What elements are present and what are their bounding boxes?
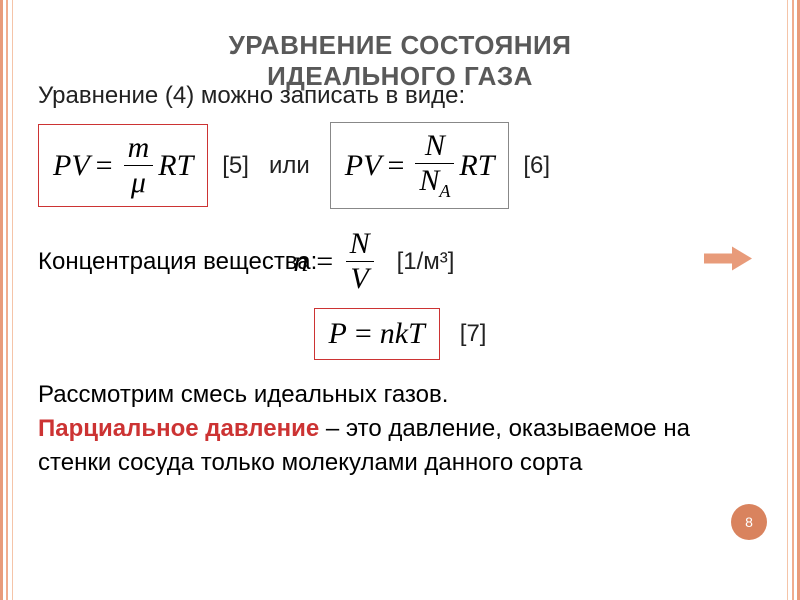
- paragraph: Рассмотрим смесь идеальных газов. Парциа…: [38, 378, 762, 479]
- concentration-eq: n = N V: [293, 229, 378, 294]
- eq6-equals: =: [387, 149, 404, 183]
- eq5-equals: =: [96, 149, 113, 183]
- eq7-tag: [7]: [460, 320, 487, 348]
- equation-7-box: P = nkT: [314, 308, 440, 360]
- conc-fraction: N V: [346, 229, 374, 294]
- equation-7: P = nkT: [329, 317, 425, 351]
- intro-text: Уравнение (4) можно записать в виде:: [38, 82, 762, 110]
- eq7-equals: =: [355, 317, 372, 351]
- eq7-rhs: nkT: [380, 317, 425, 351]
- conc-lhs: n: [293, 245, 308, 279]
- conc-den: V: [346, 264, 372, 294]
- eq6-den-N: N: [419, 164, 439, 197]
- equation-6: PV = N NA RT: [345, 131, 495, 200]
- title-line1: УРАВНЕНИЕ СОСТОЯНИЯ: [229, 30, 572, 60]
- slide-outer-border: УРАВНЕНИЕ СОСТОЯНИЯ ИДЕАЛЬНОГО ГАЗА Урав…: [0, 0, 800, 600]
- eq6-tail: RT: [459, 149, 494, 183]
- eq5-num: m: [124, 133, 154, 163]
- page-number: 8: [745, 514, 753, 530]
- para-pre: Рассмотрим смесь идеальных газов.: [38, 381, 448, 408]
- eq5-tag: [5]: [222, 152, 249, 180]
- conc-equals: =: [314, 245, 334, 279]
- arrow-icon: [704, 246, 752, 277]
- equation-7-row: P = nkT [7]: [38, 308, 762, 360]
- concentration-row: Концентрация вещества: n = N V [1/м³]: [38, 229, 762, 294]
- page-number-badge: 8: [731, 504, 767, 540]
- conc-unit: [1/м³]: [397, 248, 455, 276]
- eq6-lhs: PV: [345, 149, 382, 183]
- equation-row-5-6: PV = m μ RT [5] или PV = N NA: [38, 122, 762, 209]
- slide-content: УРАВНЕНИЕ СОСТОЯНИЯ ИДЕАЛЬНОГО ГАЗА Урав…: [12, 0, 788, 600]
- slide-inner-border: УРАВНЕНИЕ СОСТОЯНИЯ ИДЕАЛЬНОГО ГАЗА Урав…: [6, 0, 794, 600]
- eq6-den: NA: [415, 166, 454, 200]
- concentration-label: Концентрация вещества:: [38, 248, 317, 276]
- conc-num: N: [346, 229, 374, 259]
- keyword-partial-pressure: Парциальное давление: [38, 415, 319, 442]
- equation-5: PV = m μ RT: [53, 133, 193, 198]
- eq6-fraction: N NA: [415, 131, 454, 200]
- eq5-tail: RT: [158, 149, 193, 183]
- eq5-den: μ: [127, 168, 150, 198]
- eq7-lhs: P: [329, 317, 347, 351]
- eq5-lhs: PV: [53, 149, 90, 183]
- equation-5-box: PV = m μ RT: [38, 124, 208, 207]
- eq6-num: N: [421, 131, 449, 161]
- or-text: или: [269, 152, 310, 180]
- equation-6-box: PV = N NA RT: [330, 122, 510, 209]
- eq5-fraction: m μ: [124, 133, 154, 198]
- eq6-tag: [6]: [523, 152, 550, 180]
- eq6-den-sub: A: [439, 181, 450, 201]
